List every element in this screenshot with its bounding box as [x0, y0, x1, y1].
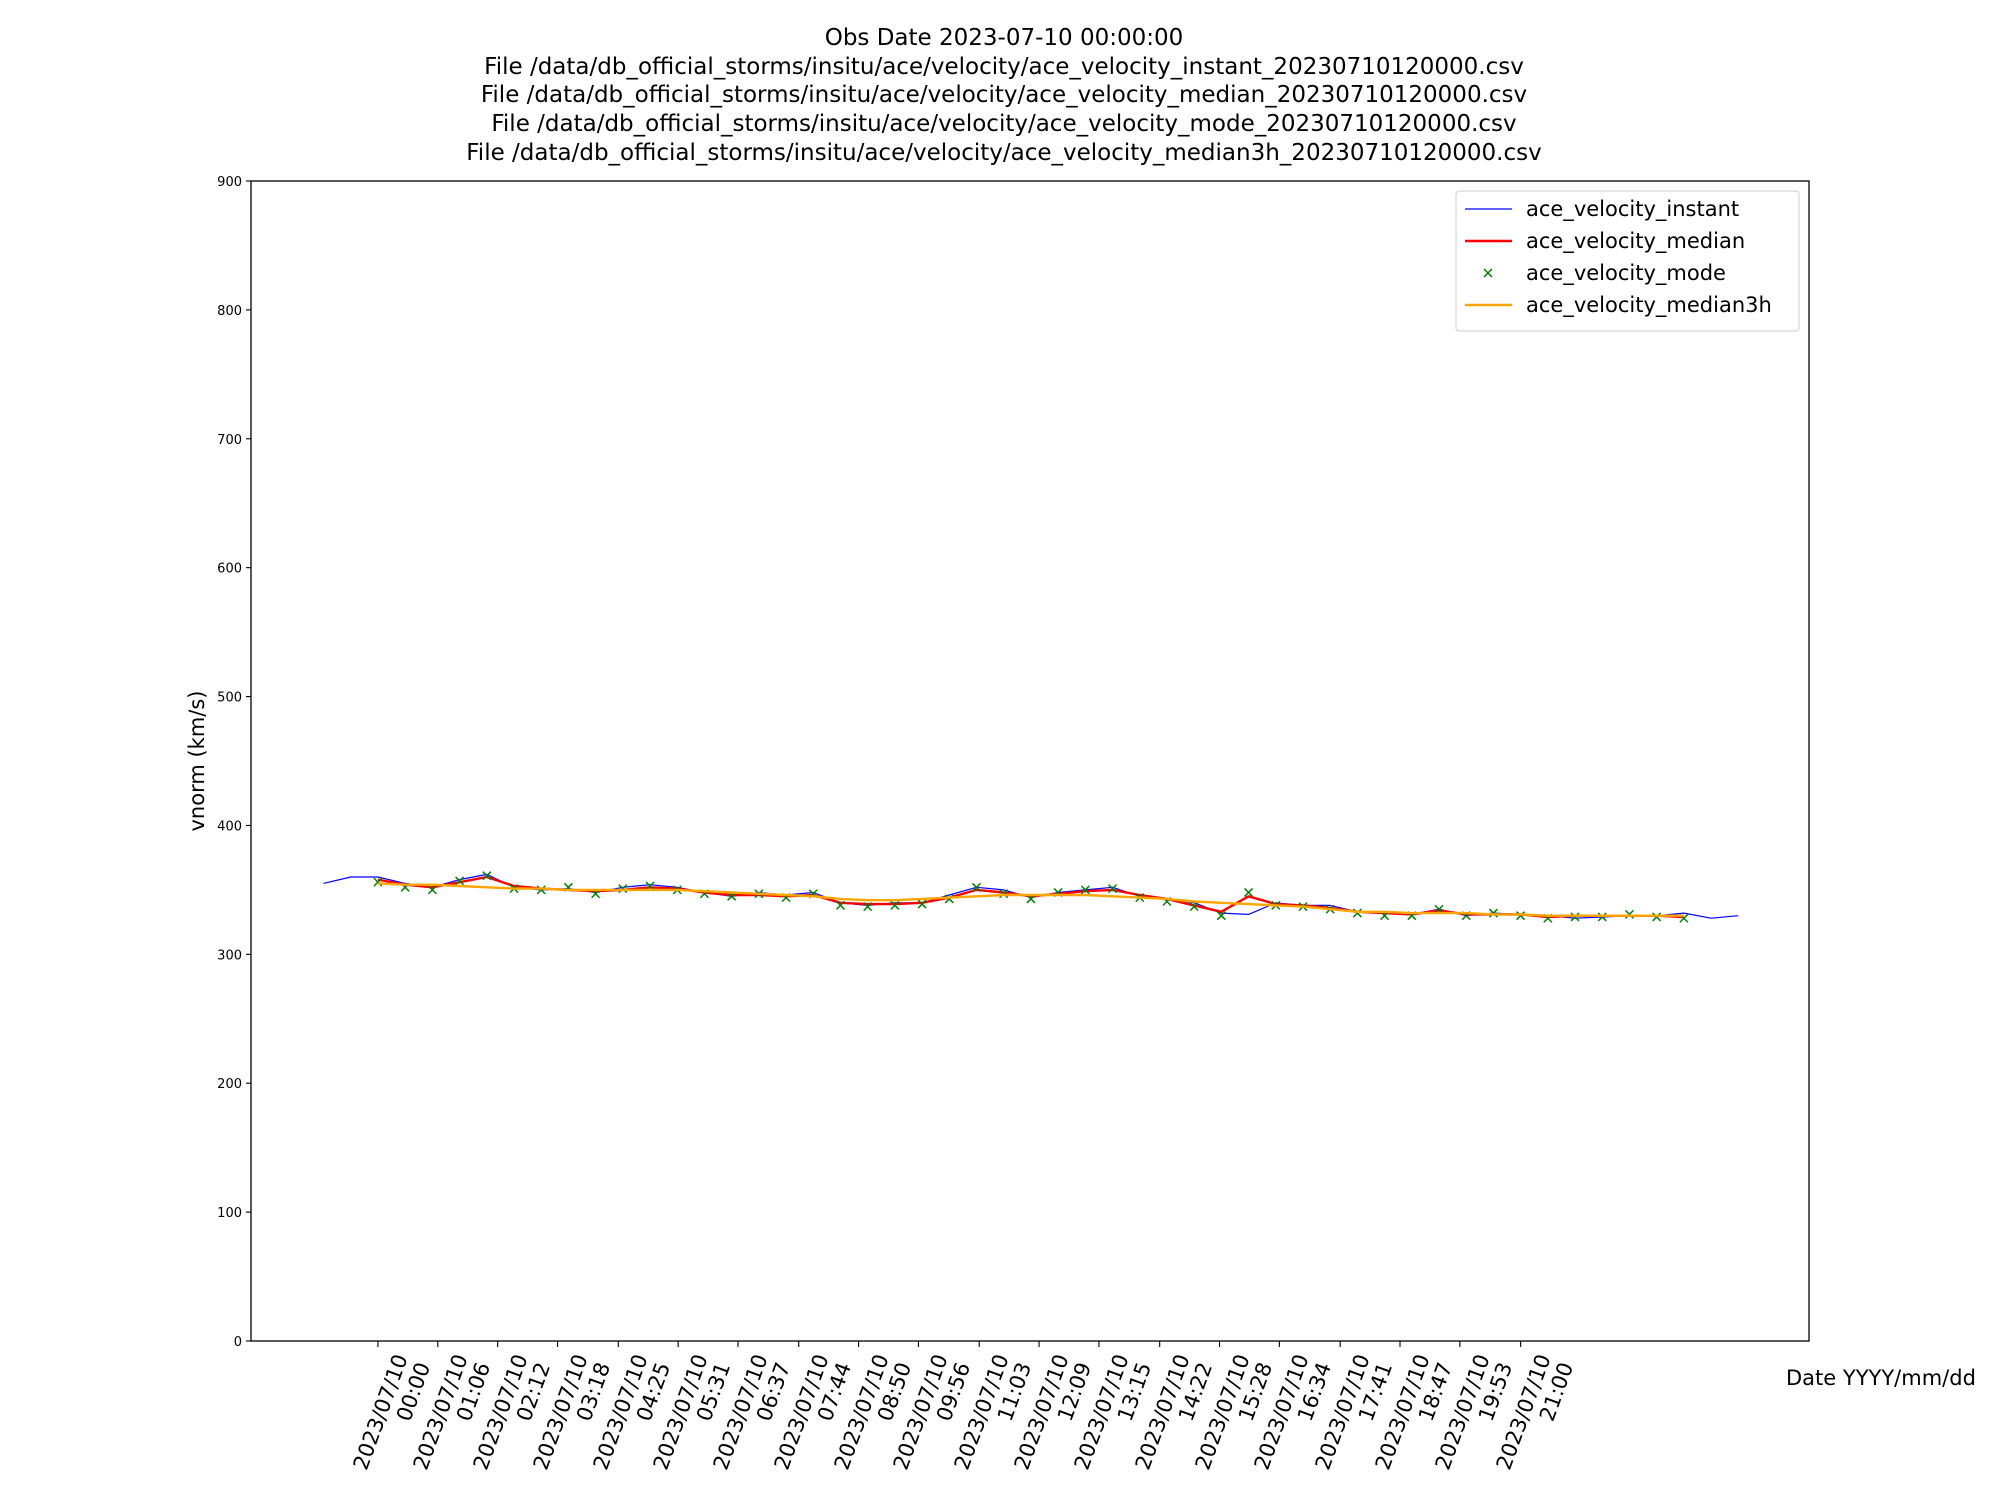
y-tick-label: 700: [217, 433, 242, 448]
y-tick-label: 400: [217, 819, 242, 834]
legend: ace_velocity_instant ace_velocity_mediana…: [1455, 190, 1800, 332]
mode-marker: [1080, 885, 1090, 895]
y-tick-label: 300: [217, 948, 242, 963]
y-tick-label: 100: [217, 1206, 242, 1221]
mode-marker: [1488, 908, 1498, 918]
plot-area: [250, 180, 1810, 1342]
mode-marker: [1434, 904, 1444, 914]
mode-marker: [890, 900, 900, 910]
mode-marker: [536, 885, 546, 895]
mode-marker: [863, 902, 873, 912]
mode-marker: [455, 876, 465, 886]
y-axis-label: vnorm (km/s): [185, 690, 209, 831]
legend-label: ace_velocity_median: [1526, 229, 1745, 254]
y-tick-label: 200: [217, 1077, 242, 1092]
legend-label: ace_velocity_mode: [1526, 261, 1726, 286]
legend-swatch: [1483, 268, 1493, 278]
x-axis-label: Date YYYY/mm/dd: [1786, 1366, 1976, 1390]
legend-box: [1455, 190, 1800, 332]
mode-marker: [835, 900, 845, 910]
mode-marker: [645, 881, 655, 891]
y-tick-label: 500: [217, 691, 242, 706]
mode-marker: [944, 894, 954, 904]
mode-marker: [373, 877, 383, 887]
mode-marker: [1026, 894, 1036, 904]
mode-marker: [1570, 912, 1580, 922]
mode-marker: [482, 871, 492, 881]
legend-label: ace_velocity_instant: [1526, 197, 1739, 222]
mode-marker: [1107, 884, 1118, 894]
mode-marker: [1189, 902, 1199, 912]
mode-marker: [1597, 912, 1607, 922]
series-line: [377, 882, 1684, 917]
mode-marker: [618, 884, 628, 894]
legend-label: ace_velocity_median3h: [1526, 293, 1772, 318]
y-tick-label: 900: [217, 175, 242, 190]
mode-marker: [1516, 911, 1526, 921]
y-tick-label: 800: [217, 304, 242, 319]
mode-marker: [1216, 911, 1226, 921]
mode-marker: [999, 889, 1009, 899]
mode-marker: [1652, 912, 1662, 922]
chart-title: Obs Date 2023-07-10 00:00:00 File /data/…: [466, 25, 1542, 166]
mode-marker: [971, 882, 982, 892]
mode-marker: [1624, 909, 1634, 919]
mode-marker: [427, 885, 437, 895]
mode-marker: [1244, 887, 1254, 897]
y-tick-label: 600: [217, 562, 242, 577]
series-line: [377, 875, 1684, 919]
mode-marker: [917, 899, 927, 909]
y-tick-label: 0: [234, 1335, 242, 1350]
